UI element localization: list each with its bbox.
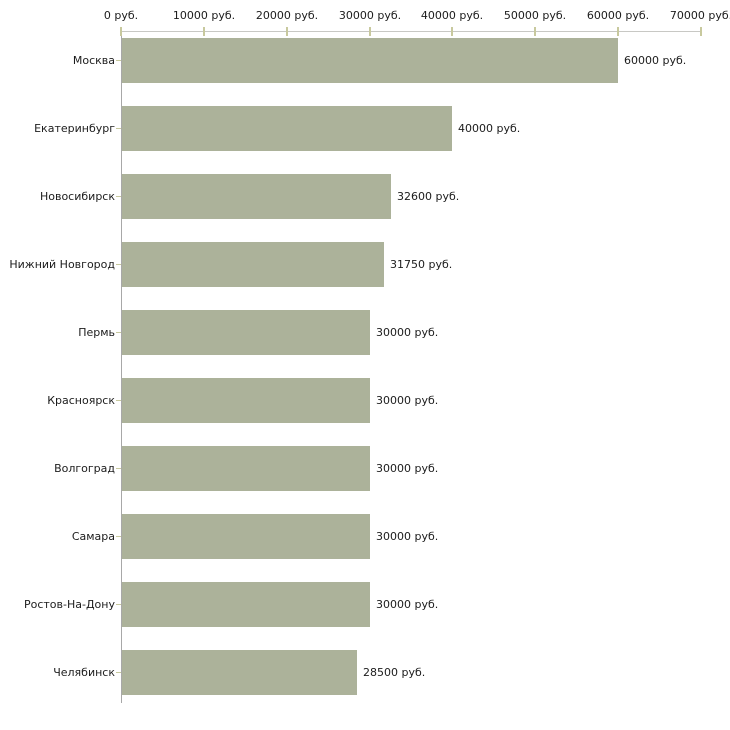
x-axis-tick-label: 70000 руб. (669, 9, 730, 22)
bar (122, 446, 370, 491)
x-axis-tick (369, 27, 371, 36)
y-axis-tick (116, 60, 121, 61)
y-axis-tick (116, 400, 121, 401)
y-axis-tick (116, 604, 121, 605)
category-label: Екатеринбург (34, 122, 115, 135)
bar (122, 242, 384, 287)
y-axis-line (121, 31, 122, 703)
y-axis-tick (116, 264, 121, 265)
bar (122, 514, 370, 559)
bar (122, 174, 391, 219)
value-label: 31750 руб. (390, 258, 453, 271)
x-axis-tick (700, 27, 702, 36)
value-label: 28500 руб. (363, 666, 426, 679)
category-label: Москва (72, 54, 115, 67)
x-axis-tick (203, 27, 205, 36)
category-label: Новосибирск (39, 190, 115, 203)
x-axis-tick (286, 27, 288, 36)
value-label: 30000 руб. (376, 598, 439, 611)
x-axis-tick-label: 20000 руб. (255, 9, 319, 22)
value-label: 30000 руб. (376, 530, 439, 543)
x-axis-tick (617, 27, 619, 36)
x-axis-tick-label: 30000 руб. (338, 9, 402, 22)
category-label: Волгоград (54, 462, 115, 475)
x-axis-line (121, 31, 702, 32)
bar (122, 38, 618, 83)
y-axis-tick (116, 332, 121, 333)
x-axis-tick (120, 27, 122, 36)
value-label: 32600 руб. (397, 190, 460, 203)
x-axis-tick (534, 27, 536, 36)
x-axis-tick (451, 27, 453, 36)
value-label: 30000 руб. (376, 326, 439, 339)
bar (122, 106, 452, 151)
value-label: 30000 руб. (376, 394, 439, 407)
bar (122, 582, 370, 627)
y-axis-tick (116, 468, 121, 469)
value-label: 40000 руб. (458, 122, 521, 135)
x-axis-tick-label: 40000 руб. (420, 9, 484, 22)
category-label: Красноярск (47, 394, 115, 407)
value-label: 30000 руб. (376, 462, 439, 475)
value-label: 60000 руб. (624, 54, 687, 67)
category-label: Челябинск (53, 666, 115, 679)
bar (122, 378, 370, 423)
y-axis-tick (116, 672, 121, 673)
bar (122, 650, 357, 695)
x-axis-tick-label: 60000 руб. (586, 9, 650, 22)
x-axis-tick-label: 0 руб. (103, 9, 139, 22)
bar (122, 310, 370, 355)
category-label: Ростов-На-Дону (23, 598, 115, 611)
x-axis-tick-label: 10000 руб. (172, 9, 236, 22)
category-label: Пермь (78, 326, 115, 339)
category-label: Нижний Новгород (9, 258, 115, 271)
y-axis-tick (116, 536, 121, 537)
x-axis-tick-label: 50000 руб. (503, 9, 567, 22)
y-axis-tick (116, 196, 121, 197)
y-axis-tick (116, 128, 121, 129)
category-label: Самара (71, 530, 115, 543)
